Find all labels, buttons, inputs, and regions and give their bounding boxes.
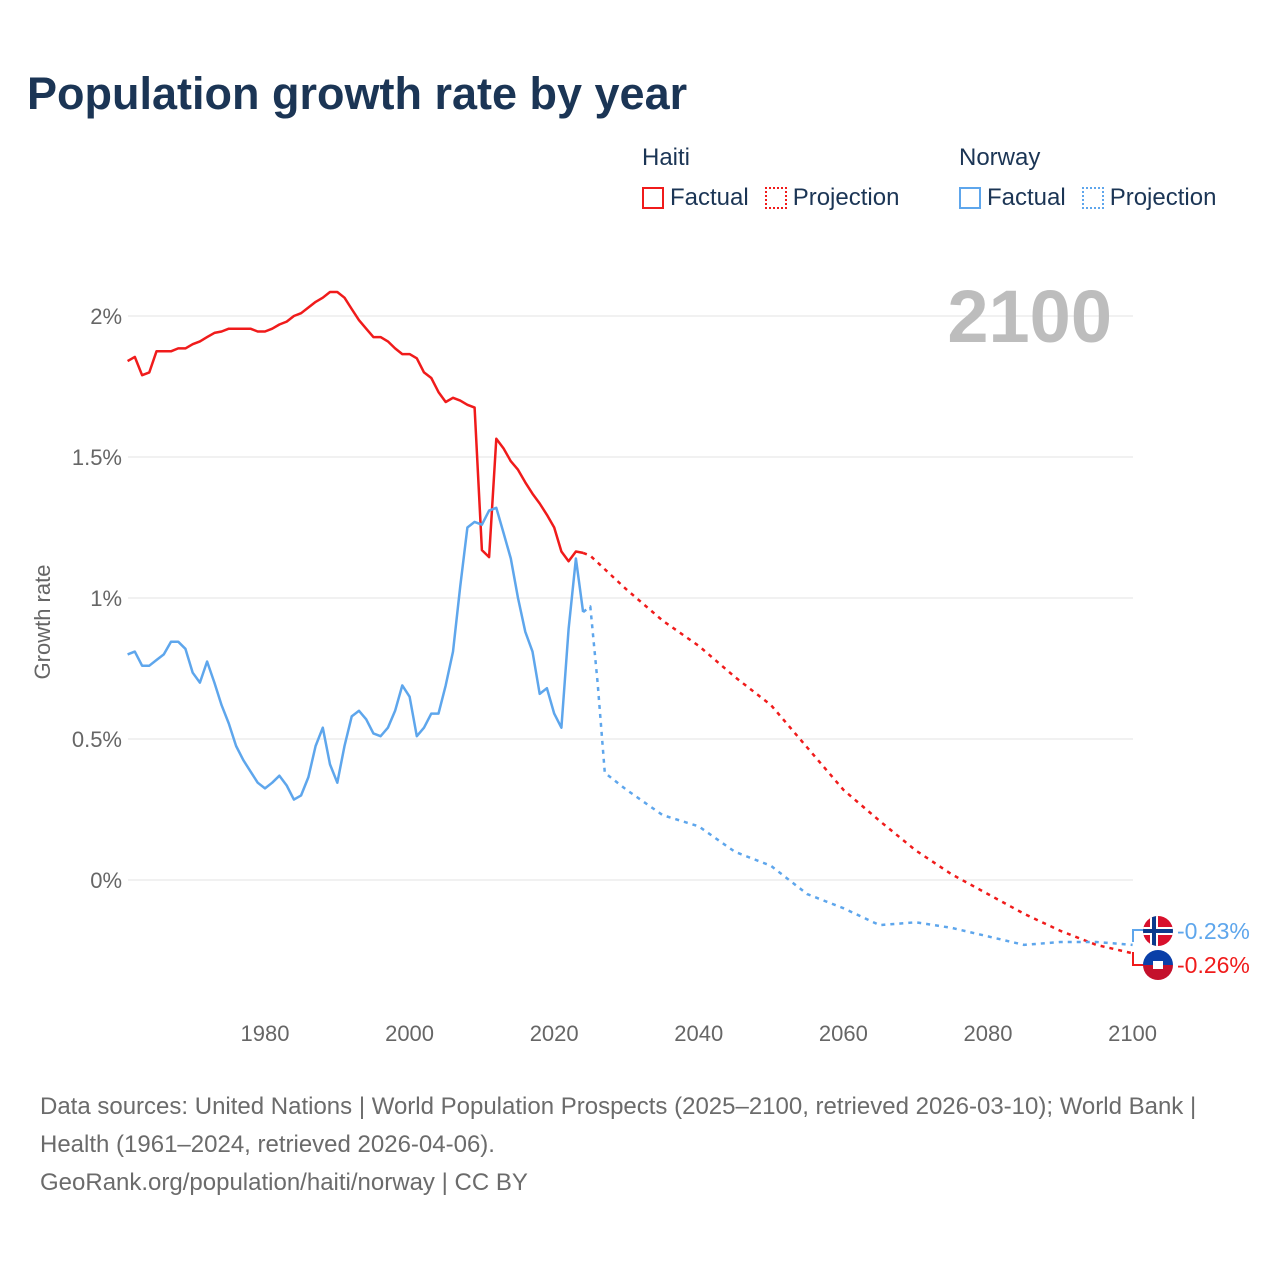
solid-swatch-icon (959, 187, 981, 209)
y-tick-label: 1.5% (72, 445, 122, 470)
legend-haiti-title: Haiti (642, 144, 691, 171)
legend-norway: Norway Factual Projection (959, 144, 1216, 212)
legend-norway-projection[interactable]: Projection (1081, 184, 1217, 212)
x-tick-label: 2060 (819, 1021, 868, 1046)
haiti-flag-icon (1143, 950, 1173, 980)
y-axis-label: Growth rate (30, 565, 55, 680)
legend-label: Factual (670, 184, 749, 211)
haiti-projection-line (582, 551, 1133, 955)
legend-haiti: Haiti Factual Projection (642, 144, 899, 212)
y-tick-label: 0.5% (72, 727, 122, 752)
dotted-swatch-icon (764, 187, 787, 209)
footer: Data sources: United Nations | World Pop… (40, 1088, 1230, 1202)
dotted-swatch-icon (1081, 187, 1104, 209)
y-tick-label: 0% (90, 868, 122, 893)
x-tick-label: 2080 (963, 1021, 1012, 1046)
y-tick-label: 2% (90, 304, 122, 329)
norway-end-value: -0.23% (1177, 918, 1250, 944)
legend-haiti-factual[interactable]: Factual (642, 184, 749, 212)
x-tick-label: 2000 (385, 1021, 434, 1046)
data-sources: Data sources: United Nations | World Pop… (40, 1093, 1197, 1158)
legend-norway-title: Norway (959, 144, 1041, 171)
chart-title: Population growth rate by year (27, 68, 688, 119)
solid-swatch-icon (642, 187, 664, 209)
legend-norway-factual[interactable]: Factual (959, 184, 1066, 212)
x-tick-label: 2100 (1108, 1021, 1157, 1046)
legend-haiti-projection[interactable]: Projection (764, 184, 900, 212)
x-tick-label: 1980 (240, 1021, 289, 1046)
credit-link[interactable]: GeoRank.org/population/haiti/norway | CC… (40, 1169, 528, 1196)
norway-projection-line (582, 605, 1133, 947)
y-tick-label: 1% (90, 586, 122, 611)
x-tick-label: 2020 (530, 1021, 579, 1046)
year-display: 2100 (947, 275, 1112, 358)
x-tick-label: 2040 (674, 1021, 723, 1046)
norway-flag-icon (1143, 916, 1173, 946)
haiti-factual-line (126, 290, 584, 563)
norway-factual-line (127, 506, 585, 801)
norway-end-marker: -0.23% (1132, 916, 1250, 946)
haiti-end-value: -0.26% (1177, 952, 1250, 978)
legend-label: Projection (1109, 184, 1217, 211)
legend-label: Factual (987, 184, 1066, 211)
legend-label: Projection (792, 184, 900, 211)
haiti-end-marker: -0.26% (1132, 950, 1250, 980)
